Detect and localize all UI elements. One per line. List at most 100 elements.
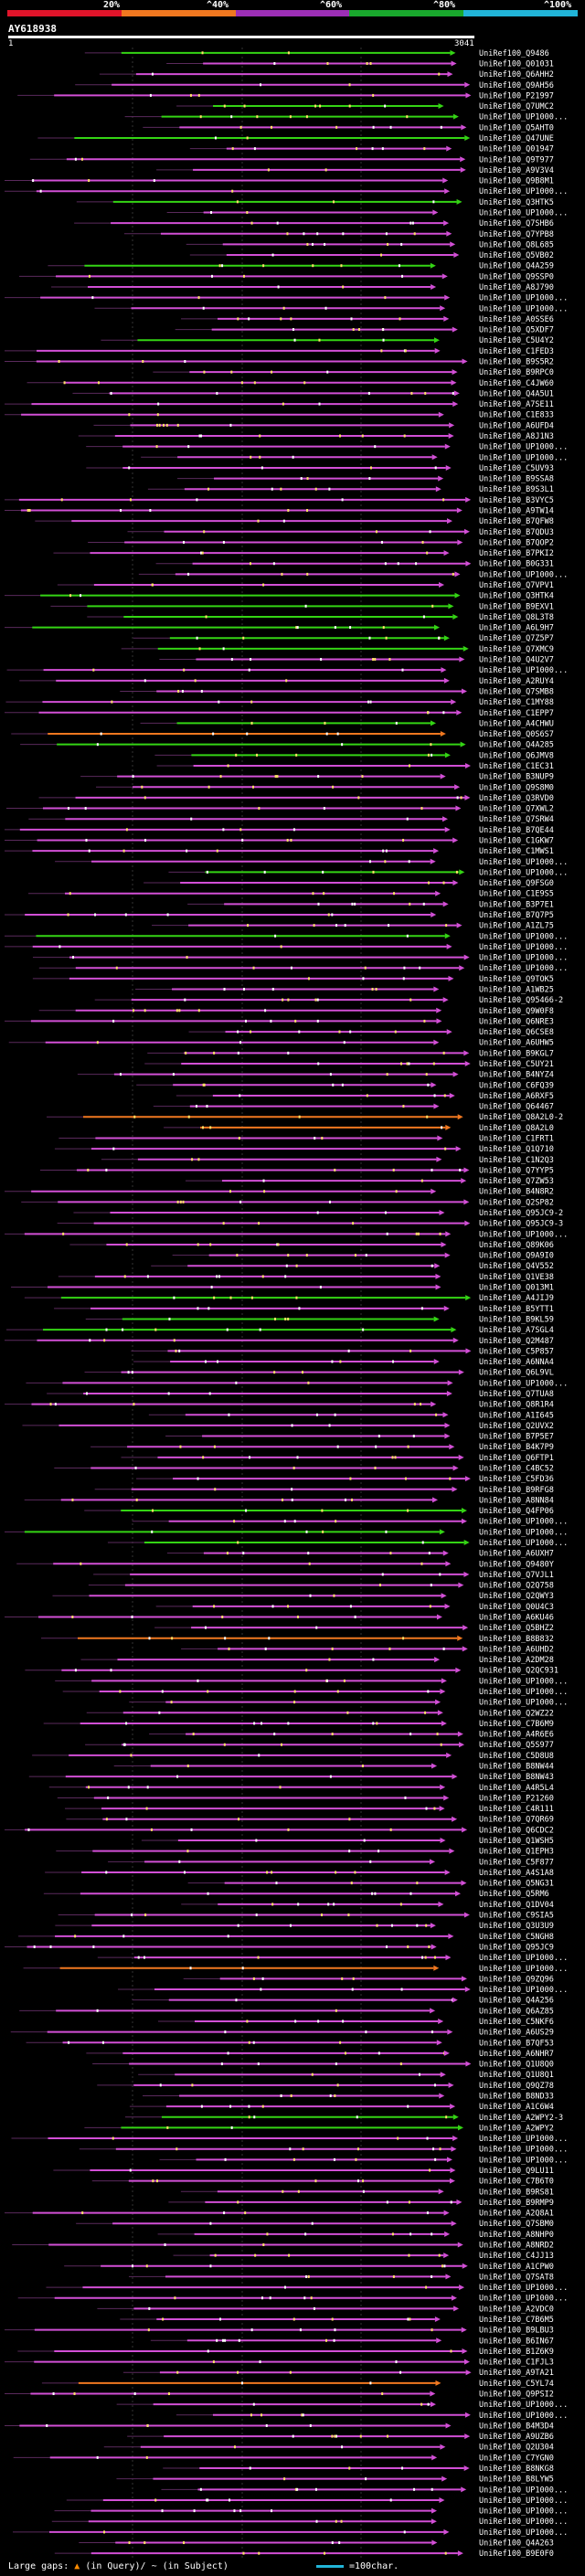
hit-row[interactable]: UniRef100_Q9B8M1	[5, 177, 554, 186]
hit-label[interactable]: UniRef100_B9KGL7	[479, 1049, 554, 1058]
hit-label[interactable]: UniRef100_Q9486	[479, 49, 549, 58]
hit-row[interactable]: UniRef100_B8NKG8	[163, 2465, 554, 2474]
hit-row[interactable]: UniRef100_C5U4Y2	[101, 336, 554, 345]
hit-label[interactable]: UniRef100_Q8R1R4	[479, 1401, 554, 1410]
hit-row[interactable]: UniRef100_UP1000...	[107, 1539, 568, 1548]
hit-label[interactable]: UniRef100_C5FD36	[479, 1475, 554, 1484]
hit-row[interactable]: UniRef100_UP1000...	[124, 113, 569, 122]
hit-row[interactable]: UniRef100_Q4FP06	[84, 1507, 554, 1516]
hit-label[interactable]: UniRef100_A1ZL75	[479, 922, 554, 931]
hit-row[interactable]: UniRef100_A6NNA4	[133, 1358, 554, 1367]
hit-row[interactable]: UniRef100_A4R5L4	[48, 1784, 554, 1793]
hit-label[interactable]: UniRef100_Q4U2V7	[479, 656, 554, 665]
hit-row[interactable]: UniRef100_A8NHP0	[157, 2231, 554, 2240]
hit-label[interactable]: UniRef100_C5NGH8	[479, 1933, 554, 1942]
hit-label[interactable]: UniRef100_B7QFW8	[479, 517, 554, 526]
hit-row[interactable]: UniRef100_UP1000...	[62, 1688, 569, 1697]
hit-row[interactable]: UniRef100_C7B6T0	[91, 2178, 554, 2187]
hit-label[interactable]: UniRef100_B3P7E1	[479, 900, 554, 909]
hit-row[interactable]: UniRef100_C5F877	[108, 1858, 554, 1867]
hit-row[interactable]: UniRef100_UP1000...	[51, 2518, 568, 2527]
hit-row[interactable]: UniRef100_Q1WSH5	[141, 1837, 554, 1846]
hit-row[interactable]: UniRef100_A2WPY2	[84, 2124, 554, 2133]
hit-row[interactable]: UniRef100_Q4A263	[79, 2539, 554, 2549]
hit-label[interactable]: UniRef100_A8NN84	[479, 1496, 554, 1505]
hit-row[interactable]: UniRef100_UP1000...	[5, 187, 568, 196]
hit-row[interactable]: UniRef100_A2Q8A1	[5, 2210, 554, 2219]
hit-row[interactable]: UniRef100_Q7QR69	[66, 1816, 554, 1825]
hit-label[interactable]: UniRef100_Q1VE38	[479, 1273, 554, 1282]
hit-label[interactable]: UniRef100_C1FED3	[479, 347, 554, 356]
hit-label[interactable]: UniRef100_C5U4Y2	[479, 336, 554, 345]
hit-row[interactable]: UniRef100_Q9480Y	[16, 1560, 554, 1569]
hit-row[interactable]: UniRef100_Q6FTP1	[121, 1454, 554, 1463]
hit-row[interactable]: UniRef100_B7QE44	[5, 826, 554, 835]
hit-label[interactable]: UniRef100_Q9PSI2	[479, 2390, 554, 2400]
hit-row[interactable]: UniRef100_Q2WZ22	[86, 1709, 554, 1718]
hit-label[interactable]: UniRef100_Q9QZ78	[479, 2082, 554, 2091]
hit-label[interactable]: UniRef100_Q7VPV1	[479, 581, 554, 590]
hit-label[interactable]: UniRef100_B9KL59	[479, 1315, 554, 1324]
hit-row[interactable]: UniRef100_Q7SMB8	[120, 687, 554, 696]
hit-label[interactable]: UniRef100_Q2Q758	[479, 1582, 554, 1591]
hit-row[interactable]: UniRef100_C5UV93	[86, 464, 554, 473]
hit-row[interactable]: UniRef100_Q7XWL2	[5, 805, 554, 814]
hit-row[interactable]: UniRef100_C4JJ13	[173, 2252, 554, 2261]
hit-label[interactable]: UniRef100_Q7QR69	[479, 1816, 554, 1825]
hit-row[interactable]: UniRef100_Q95JC9-2	[73, 1209, 563, 1218]
hit-label[interactable]: UniRef100_UP1000...	[479, 2284, 568, 2293]
hit-label[interactable]: UniRef100_B9S5R2	[479, 358, 554, 367]
hit-row[interactable]: UniRef100_Q5VB02	[189, 251, 554, 260]
hit-row[interactable]: UniRef100_UP1000...	[17, 2295, 569, 2304]
hit-row[interactable]: UniRef100_Q8A2L0-2	[47, 1113, 563, 1122]
hit-row[interactable]: UniRef100_B4NYZ4	[77, 1071, 554, 1080]
hit-label[interactable]: UniRef100_Q5XDF7	[479, 326, 554, 335]
hit-row[interactable]: UniRef100_UP1000...	[79, 2146, 568, 2155]
hit-row[interactable]: UniRef100_UP1000...	[86, 443, 568, 452]
hit-row[interactable]: UniRef100_UP1000...	[116, 2401, 569, 2410]
hit-label[interactable]: UniRef100_Q7Z5P7	[479, 634, 554, 643]
hit-label[interactable]: UniRef100_B1Z6K9	[479, 2348, 554, 2357]
hit-row[interactable]: UniRef100_Q6JMV8	[154, 751, 554, 760]
hit-label[interactable]: UniRef100_UP1000...	[479, 1379, 568, 1388]
hit-row[interactable]: UniRef100_Q9A9I0	[172, 1252, 554, 1261]
hit-label[interactable]: UniRef100_A4R6E6	[479, 1731, 554, 1740]
hit-row[interactable]: UniRef100_B4N8R2	[5, 1188, 554, 1197]
hit-row[interactable]: UniRef100_Q1VE38	[58, 1273, 554, 1282]
hit-row[interactable]: UniRef100_Q3RVD0	[38, 794, 554, 803]
hit-label[interactable]: UniRef100_Q95JC9	[479, 1943, 554, 1952]
hit-row[interactable]: UniRef100_Q5S977	[85, 1741, 554, 1750]
hit-label[interactable]: UniRef100_Q9AH56	[479, 81, 554, 90]
hit-row[interactable]: UniRef100_Q89K06	[69, 1241, 554, 1250]
hit-label[interactable]: UniRef100_Q5BHZ2	[479, 1624, 554, 1633]
hit-label[interactable]: UniRef100_Q2QWY3	[479, 1592, 554, 1601]
hit-row[interactable]: UniRef100_Q7SHB6	[74, 219, 554, 228]
hit-row[interactable]: UniRef100_Q95466-2	[94, 996, 563, 1005]
hit-row[interactable]: UniRef100_Q9SSP0	[19, 272, 554, 281]
hit-row[interactable]: UniRef100_C5YL74	[41, 2380, 554, 2389]
hit-label[interactable]: UniRef100_Q7SHB6	[479, 219, 554, 228]
hit-label[interactable]: UniRef100_Q2M487	[479, 1337, 554, 1346]
hit-label[interactable]: UniRef100_UP1000...	[479, 304, 568, 313]
hit-row[interactable]: UniRef100_B7QOP2	[88, 538, 554, 547]
hit-row[interactable]: UniRef100_B3VYC5	[5, 496, 554, 505]
hit-row[interactable]: UniRef100_Q2M487	[5, 1337, 554, 1346]
hit-row[interactable]: UniRef100_Q8L3T8	[87, 613, 554, 622]
hit-row[interactable]: UniRef100_UP1000...	[97, 1954, 568, 1963]
hit-label[interactable]: UniRef100_Q2SP82	[479, 1198, 554, 1207]
hit-row[interactable]: UniRef100_C5P857	[131, 1347, 554, 1356]
hit-label[interactable]: UniRef100_Q6CDC2	[479, 1826, 554, 1835]
hit-row[interactable]: UniRef100_B9EXV1	[50, 602, 554, 611]
hit-label[interactable]: UniRef100_Q6L9VL	[479, 1369, 554, 1378]
hit-label[interactable]: UniRef100_Q95JC9-3	[479, 1220, 563, 1229]
hit-row[interactable]: UniRef100_Q5RM6	[43, 1890, 549, 1899]
hit-label[interactable]: UniRef100_UP1000...	[479, 1528, 568, 1537]
hit-label[interactable]: UniRef100_UP1000...	[479, 1677, 568, 1686]
hit-row[interactable]: UniRef100_B7PKI2	[53, 549, 554, 558]
hit-label[interactable]: UniRef100_A4CHWU	[479, 719, 554, 728]
hit-row[interactable]: UniRef100_B1Z6K9	[17, 2348, 554, 2357]
hit-row[interactable]: UniRef100_C1E9S5	[28, 890, 554, 899]
hit-row[interactable]: UniRef100_C5NKF6	[158, 2018, 554, 2027]
hit-label[interactable]: UniRef100_A8NRD2	[479, 2242, 554, 2251]
hit-row[interactable]: UniRef100_B9RS81	[180, 2188, 554, 2197]
